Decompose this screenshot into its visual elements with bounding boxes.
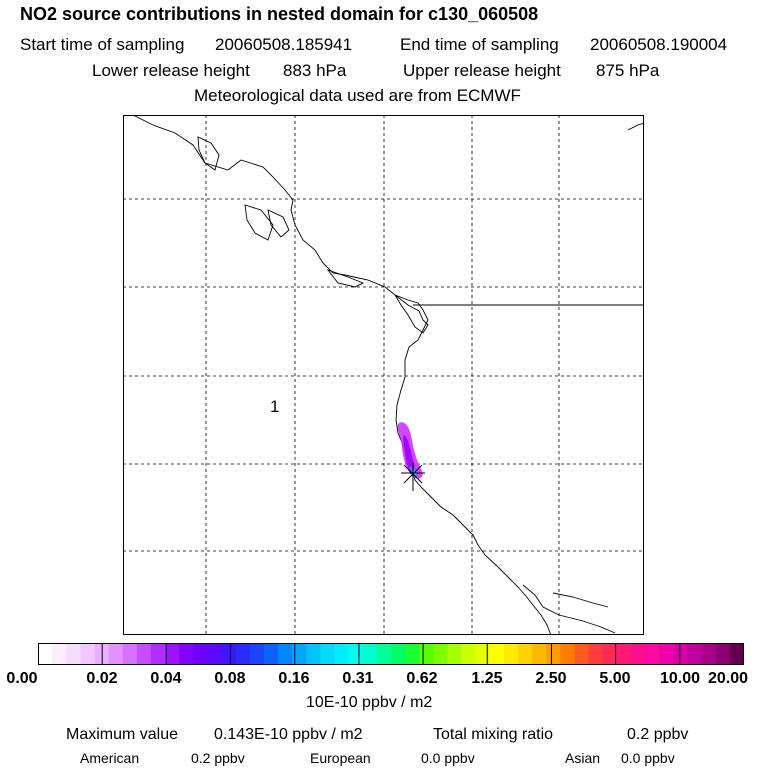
colorbar-border: [38, 643, 744, 665]
colorbar-swatch: [588, 643, 604, 665]
max-value: 0.143E-10 ppbv / m2: [214, 726, 363, 743]
colorbar-swatch: [122, 643, 138, 665]
colorbar-swatch: [38, 643, 53, 665]
colorbar-swatch: [419, 643, 434, 665]
colorbar-swatch: [560, 643, 576, 665]
colorbar-swatch: [687, 643, 703, 665]
colorbar-swatch: [249, 643, 265, 665]
colorbar-swatch: [503, 643, 519, 665]
start-time-label: Start time of sampling: [20, 35, 185, 54]
colorbar-swatch: [532, 643, 547, 665]
colorbar-swatch: [66, 643, 81, 665]
colorbar-tick: 0.16: [278, 670, 310, 687]
end-time-value: 20060508.190004: [590, 35, 728, 54]
colorbar-swatch: [193, 643, 208, 665]
colorbar-tick: 5.00: [599, 670, 631, 687]
colorbar-swatch: [362, 643, 378, 665]
upper-release-value: 875 hPa: [596, 61, 660, 80]
colorbar-swatch: [278, 643, 293, 665]
asian-value: 0.0 ppbv: [621, 750, 675, 766]
lower-release-value: 883 hPa: [283, 61, 347, 80]
american-value: 0.2 ppbv: [191, 750, 245, 766]
colorbar-swatch: [546, 643, 561, 665]
colorbar-tick: 0.02: [86, 670, 118, 687]
colorbar-swatch: [447, 643, 463, 665]
x-star-icon: [401, 463, 425, 491]
colorbar-swatch: [292, 643, 307, 665]
colorbar-swatch: [574, 643, 590, 665]
colorbar-swatch: [150, 643, 166, 665]
colorbar-units: 10E-10 ppbv / m2: [306, 694, 433, 711]
colorbar-swatch: [405, 643, 420, 665]
american-label: American: [80, 750, 140, 766]
colorbar-tick: 20.00: [707, 670, 749, 687]
colorbar-swatch: [631, 643, 646, 665]
colorbar-swatch: [306, 643, 321, 665]
colorbar-swatch: [391, 643, 406, 665]
map-region-label: 1: [270, 397, 279, 416]
total-mixing-label: Total mixing ratio: [433, 726, 554, 743]
colorbar-tick: 0.62: [406, 670, 438, 687]
colorbar-swatch: [235, 643, 251, 665]
colorbar-swatch: [602, 643, 618, 665]
asian-label: Asian: [565, 750, 601, 766]
lower-release-label: Lower release height: [92, 61, 250, 80]
colorbar-swatch: [165, 643, 180, 665]
colorbar-swatch: [108, 643, 124, 665]
colorbar-swatch: [179, 643, 194, 665]
colorbar-swatch: [136, 643, 152, 665]
map-border: [123, 115, 644, 635]
colorbar-tick: 0.31: [342, 670, 374, 687]
colorbar-tick: 0.08: [214, 670, 246, 687]
colorbar-swatch: [207, 643, 223, 665]
met-data-line: Meteorological data used are from ECMWF: [194, 86, 521, 105]
colorbar-swatch: [715, 643, 731, 665]
colorbar-tick: 2.50: [535, 670, 567, 687]
colorbar-swatch: [659, 643, 674, 665]
colorbar-swatch: [701, 643, 717, 665]
european-label: European: [310, 750, 371, 766]
colorbar-swatch: [489, 643, 505, 665]
colorbar-swatch: [475, 643, 491, 665]
colorbar-tick: 1.25: [471, 670, 503, 687]
colorbar-swatch: [645, 643, 660, 665]
colorbar-swatch: [729, 643, 744, 665]
colorbar-swatch: [673, 643, 689, 665]
max-value-label: Maximum value: [66, 726, 179, 743]
colorbar-tick: 0.04: [150, 670, 182, 687]
colorbar-swatch: [461, 643, 477, 665]
colorbar-swatch: [221, 643, 237, 665]
total-mixing-value: 0.2 ppbv: [627, 726, 689, 743]
colorbar-swatch: [376, 643, 392, 665]
coastlines: [132, 115, 644, 635]
colorbar-swatch: [320, 643, 336, 665]
colorbar-swatch: [518, 643, 533, 665]
end-time-label: End time of sampling: [400, 35, 559, 54]
grid-lines: [123, 115, 644, 635]
upper-release-label: Upper release height: [403, 61, 561, 80]
colorbar-tick: 10.00: [659, 670, 701, 687]
start-time-value: 20060508.185941: [215, 35, 353, 54]
colorbar: [38, 643, 744, 665]
colorbar-tick: 0.00: [6, 670, 38, 687]
european-value: 0.0 ppbv: [421, 750, 475, 766]
colorbar-swatch: [263, 643, 279, 665]
colorbar-swatch: [348, 643, 364, 665]
colorbar-swatch: [80, 643, 95, 665]
colorbar-swatch: [433, 643, 448, 665]
colorbar-swatch: [616, 643, 632, 665]
colorbar-swatch: [52, 643, 67, 665]
map-panel: 1: [123, 115, 644, 635]
colorbar-swatch: [334, 643, 350, 665]
page-title: NO2 source contributions in nested domai…: [20, 4, 539, 24]
